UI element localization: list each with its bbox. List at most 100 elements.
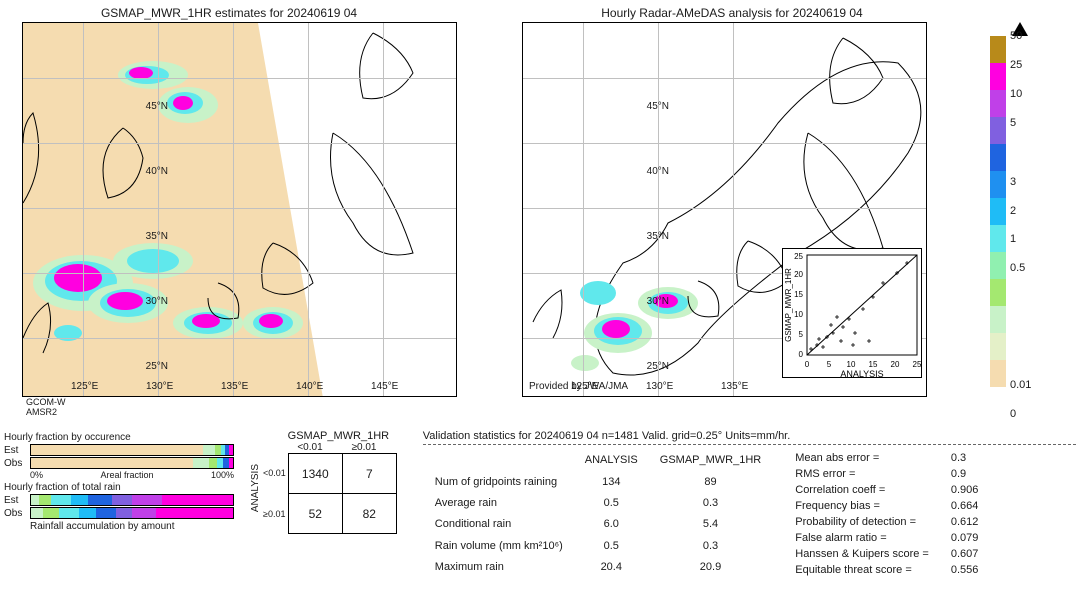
lat-tick: 45°N: [647, 101, 669, 112]
conting-rowa: <0.01: [263, 453, 286, 493]
metric-val: 0.9: [941, 467, 989, 481]
lat-tick: 35°N: [647, 231, 669, 242]
bar-tot-est: [30, 494, 234, 506]
stat-key: Maximum rain: [425, 558, 573, 577]
metric-val: 0.664: [941, 499, 989, 513]
lon-tick: 140°E: [296, 381, 323, 392]
right-map-frame: 45°N 40°N 35°N 30°N 25°N 125°E 130°E 135…: [522, 22, 927, 397]
svg-text:25: 25: [794, 252, 803, 261]
est-label: Est: [4, 445, 26, 456]
scatter-xlabel: ANALYSIS: [840, 369, 883, 379]
metric-key: RMS error =: [785, 467, 939, 481]
svg-text:0: 0: [805, 360, 810, 369]
lat-tick: 35°N: [146, 231, 168, 242]
metric-key: Hanssen & Kuipers score =: [785, 547, 939, 561]
metric-val: 0.3: [941, 451, 989, 465]
lon-tick: 145°E: [371, 381, 398, 392]
stacked-bars: Hourly fraction by occurence Est Obs 0% …: [4, 430, 234, 532]
c12: 7: [342, 454, 396, 494]
svg-text:10: 10: [794, 310, 803, 319]
map-row: GSMAP_MWR_1HR estimates for 20240619 04: [4, 4, 1076, 424]
colorbar: 50251053210.50.010: [990, 36, 1006, 414]
stat-b: 0.3: [650, 536, 771, 555]
validation-header: Validation statistics for 20240619 04 n=…: [423, 430, 1076, 442]
metric-key: Frequency bias =: [785, 499, 939, 513]
lat-tick: 25°N: [647, 361, 669, 372]
validation-left-table: ANALYSIS GSMAP_MWR_1HR Num of gridpoints…: [423, 449, 773, 579]
c22: 82: [342, 494, 396, 534]
c11: 1340: [288, 454, 342, 494]
validation-block: Validation statistics for 20240619 04 n=…: [423, 430, 1076, 579]
left-swath: [23, 23, 457, 397]
bars-title3: Rainfall accumulation by amount: [30, 521, 234, 532]
svg-text:15: 15: [794, 290, 803, 299]
axis-0: 0%: [30, 470, 43, 480]
lat-tick: 45°N: [146, 101, 168, 112]
conting-header: GSMAP_MWR_1HR: [280, 430, 397, 442]
conting-rowb: ≥0.01: [263, 494, 286, 534]
metric-val: 0.079: [941, 531, 989, 545]
stat-a: 20.4: [575, 558, 648, 577]
metric-val: 0.607: [941, 547, 989, 561]
stat-b: 20.9: [650, 558, 771, 577]
svg-text:20: 20: [891, 360, 900, 369]
svg-text:20: 20: [794, 270, 803, 279]
svg-text:10: 10: [847, 360, 856, 369]
obs-label: Obs: [4, 458, 26, 469]
validation-right-table: Mean abs error = 0.3RMS error = 0.9Corre…: [783, 449, 990, 579]
contingency-table: GSMAP_MWR_1HR ANALYSIS <0.01 ≥0.01 <0.01…: [250, 430, 397, 534]
bars-title1: Hourly fraction by occurence: [4, 432, 234, 443]
left-footer2: AMSR2: [26, 407, 454, 417]
colorbar-column: 50251053210.50.010: [990, 22, 1050, 424]
lon-tick: 130°E: [646, 381, 673, 392]
divider: [423, 444, 1076, 445]
metric-key: Correlation coeff =: [785, 483, 939, 497]
svg-text:5: 5: [827, 360, 832, 369]
left-map-column: GSMAP_MWR_1HR estimates for 20240619 04: [4, 4, 454, 424]
scatter-ylabel: GSMAP_MWR_1HR: [784, 268, 793, 342]
left-map-title: GSMAP_MWR_1HR estimates for 20240619 04: [4, 6, 454, 20]
lon-tick: 135°E: [721, 381, 748, 392]
lat-tick: 25°N: [146, 361, 168, 372]
bars-title2: Hourly fraction of total rain: [4, 482, 234, 493]
metric-key: Mean abs error =: [785, 451, 939, 465]
metric-val: 0.906: [941, 483, 989, 497]
left-footer1: GCOM-W: [26, 397, 454, 407]
axis-100: 100%: [211, 470, 234, 480]
right-provider: Provided by JWA/JMA: [529, 381, 628, 392]
bar-tot-obs: [30, 507, 234, 519]
stat-key: Conditional rain: [425, 515, 573, 534]
scatter-svg: 0 5 10 15 20 25 0 5 10 15 20 25 ANALYSIS…: [783, 249, 923, 379]
metric-key: False alarm ratio =: [785, 531, 939, 545]
bar-occ-obs: [30, 457, 234, 469]
stat-key: Average rain: [425, 493, 573, 512]
c21: 52: [288, 494, 342, 534]
conting-colb: ≥0.01: [337, 442, 391, 453]
stat-b: 5.4: [650, 515, 771, 534]
axis-sub: Areal fraction: [100, 470, 153, 480]
est-label2: Est: [4, 495, 26, 506]
metric-val: 0.612: [941, 515, 989, 529]
stat-key: Rain volume (mm km²10⁶): [425, 536, 573, 555]
col-gsmap: GSMAP_MWR_1HR: [650, 451, 771, 470]
stat-b: 0.3: [650, 493, 771, 512]
stat-a: 0.5: [575, 493, 648, 512]
stat-a: 0.5: [575, 536, 648, 555]
bar-occ-est: [30, 444, 234, 456]
lon-tick: 135°E: [221, 381, 248, 392]
metric-val: 0.556: [941, 563, 989, 577]
left-map-frame: 45°N 40°N 35°N 30°N 25°N 125°E 130°E 135…: [22, 22, 457, 397]
stat-a: 6.0: [575, 515, 648, 534]
stat-b: 89: [650, 472, 771, 491]
right-map-title: Hourly Radar-AMeDAS analysis for 2024061…: [522, 6, 942, 20]
svg-text:25: 25: [913, 360, 922, 369]
lat-tick: 30°N: [647, 296, 669, 307]
scatter-inset: 0 5 10 15 20 25 0 5 10 15 20 25 ANALYSIS…: [782, 248, 922, 378]
svg-text:15: 15: [869, 360, 878, 369]
conting-cola: <0.01: [283, 442, 337, 453]
metric-key: Probability of detection =: [785, 515, 939, 529]
conting-rowlabel: ANALYSIS: [250, 464, 261, 512]
obs-label2: Obs: [4, 508, 26, 519]
stat-key: Num of gridpoints raining: [425, 472, 573, 491]
bottom-row: Hourly fraction by occurence Est Obs 0% …: [4, 430, 1076, 579]
